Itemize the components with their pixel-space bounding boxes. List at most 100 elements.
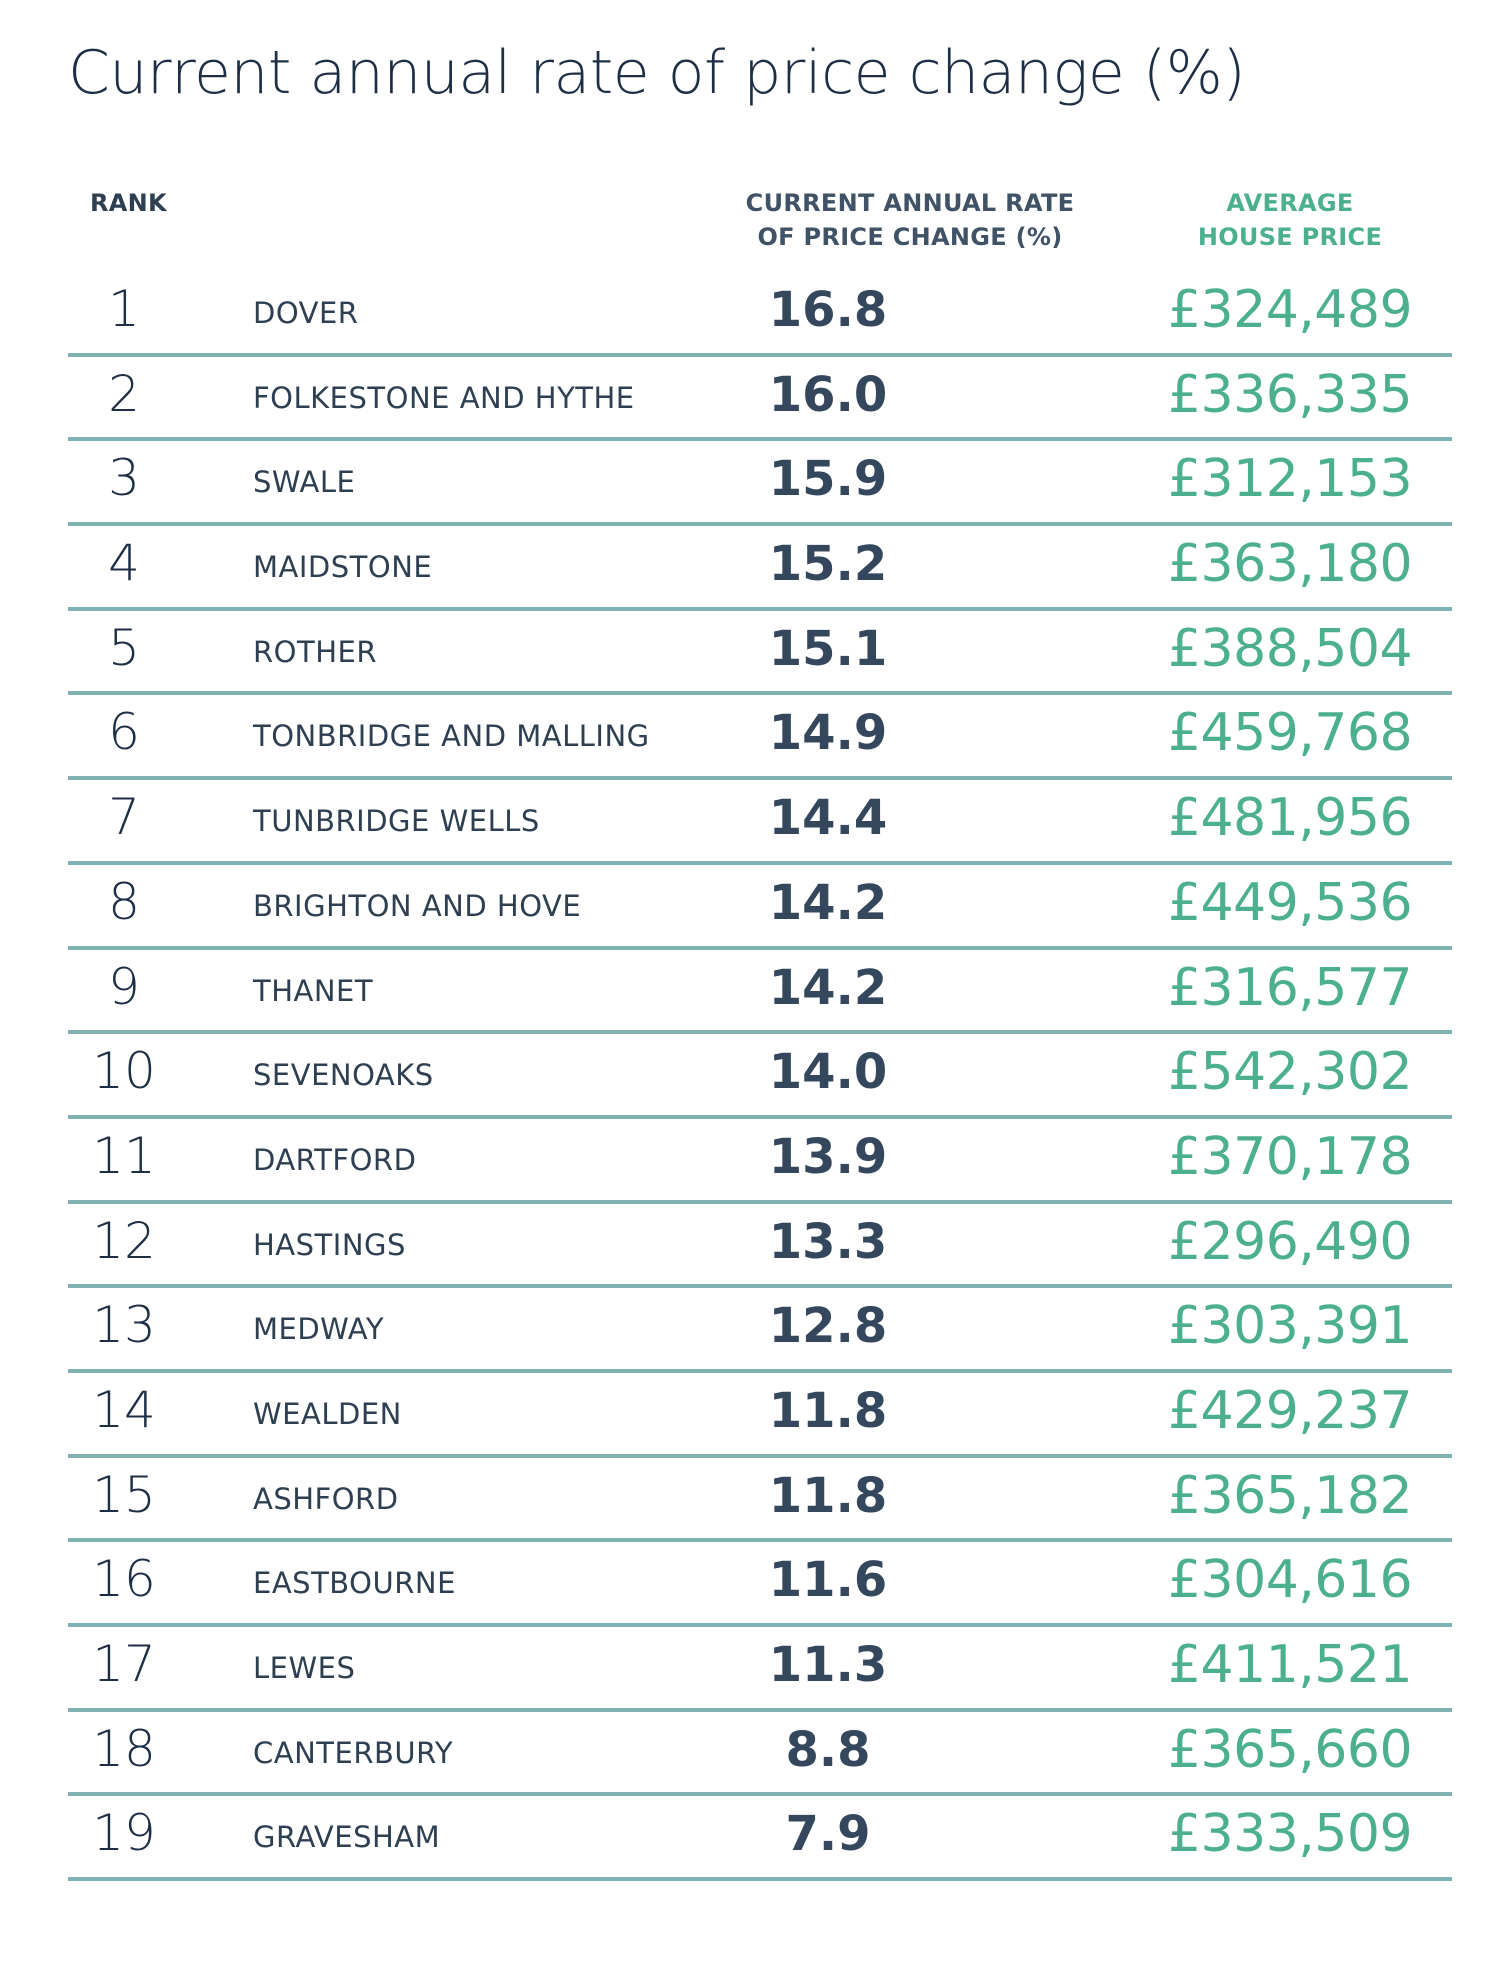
area-cell: ROTHER: [253, 634, 377, 669]
price-cell: £365,182: [1167, 1465, 1413, 1526]
area-cell: TONBRIDGE AND MALLING: [253, 719, 650, 754]
price-cell: £303,391: [1167, 1296, 1413, 1357]
rate-header-line-2: OF PRICE CHANGE (%): [757, 223, 1063, 251]
price-header-line-1: AVERAGE: [1226, 189, 1354, 217]
rate-cell: 7.9: [785, 1806, 871, 1863]
rank-cell: 10: [92, 1042, 156, 1101]
rank-cell: 5: [108, 618, 140, 677]
area-cell: SWALE: [253, 465, 356, 500]
price-cell: £429,237: [1167, 1380, 1413, 1441]
price-cell: £324,489: [1167, 280, 1413, 340]
table-row: 14 WEALDEN 11.8 £429,237: [68, 1373, 1452, 1458]
ranking-table: 1 DOVER 16.8 £324,489 2 FOLKESTONE AND H…: [68, 272, 1452, 1882]
price-cell: £542,302: [1167, 1042, 1413, 1103]
price-cell: £304,616: [1167, 1550, 1413, 1611]
rate-header-line-1: CURRENT ANNUAL RATE: [745, 189, 1075, 217]
table-row: 17 LEWES 11.3 £411,521: [68, 1627, 1452, 1712]
area-cell: WEALDEN: [253, 1396, 402, 1431]
rate-cell: 11.6: [768, 1552, 888, 1609]
table-row: 15 ASHFORD 11.8 £365,182: [68, 1458, 1452, 1543]
area-cell: HASTINGS: [253, 1227, 406, 1262]
area-cell: MEDWAY: [253, 1312, 385, 1347]
rate-cell: 13.3: [768, 1213, 888, 1270]
table-row: 19 GRAVESHAM 7.9 £333,509: [68, 1796, 1452, 1882]
price-cell: £481,956: [1167, 788, 1413, 849]
price-cell: £370,178: [1167, 1126, 1413, 1187]
area-cell: EASTBOURNE: [253, 1566, 456, 1601]
rank-cell: 14: [92, 1380, 156, 1439]
rate-cell: 15.2: [768, 536, 888, 593]
table-row: 7 TUNBRIDGE WELLS 14.4 £481,956: [68, 780, 1452, 865]
rank-cell: 13: [92, 1296, 156, 1355]
price-cell: £411,521: [1167, 1635, 1413, 1695]
area-cell: SEVENOAKS: [253, 1058, 434, 1093]
price-cell: £388,504: [1167, 618, 1413, 679]
table-row: 13 MEDWAY 12.8 £303,391: [68, 1288, 1452, 1373]
rank-cell: 17: [92, 1635, 156, 1693]
rank-cell: 7: [108, 788, 140, 847]
rate-cell: 15.9: [768, 451, 888, 508]
price-cell: £363,180: [1167, 534, 1413, 595]
price-cell: £296,490: [1167, 1211, 1413, 1272]
rate-cell: 11.8: [768, 1382, 888, 1439]
rank-cell: 9: [108, 957, 140, 1016]
table-row: 2 FOLKESTONE AND HYTHE 16.0 £336,335: [68, 357, 1452, 442]
rate-cell: 16.0: [768, 366, 888, 423]
rank-cell: 19: [92, 1804, 156, 1863]
rank-cell: 12: [92, 1211, 156, 1270]
rate-cell: 12.8: [768, 1298, 888, 1355]
rank-cell: 15: [92, 1465, 156, 1524]
table-row: 10 SEVENOAKS 14.0 £542,302: [68, 1034, 1452, 1119]
price-cell: £336,335: [1167, 364, 1413, 425]
table-row: 6 TONBRIDGE AND MALLING 14.9 £459,768: [68, 695, 1452, 781]
rank-cell: 2: [108, 364, 140, 423]
area-cell: BRIGHTON AND HOVE: [253, 888, 582, 923]
rate-cell: 8.8: [785, 1721, 871, 1778]
table-row: 12 HASTINGS 13.3 £296,490: [68, 1204, 1452, 1289]
price-cell: £449,536: [1167, 872, 1413, 933]
rate-cell: 14.2: [768, 959, 888, 1016]
area-cell: LEWES: [253, 1651, 356, 1685]
area-cell: FOLKESTONE AND HYTHE: [253, 380, 635, 415]
price-cell: £365,660: [1167, 1719, 1413, 1780]
price-cell: £459,768: [1167, 703, 1413, 764]
price-header-line-2: HOUSE PRICE: [1197, 223, 1383, 251]
rank-cell: 6: [108, 703, 140, 762]
table-row: 5 ROTHER 15.1 £388,504: [68, 611, 1452, 696]
rank-cell: 3: [108, 449, 140, 508]
rate-cell: 14.0: [768, 1044, 888, 1101]
table-row: 16 EASTBOURNE 11.6 £304,616: [68, 1542, 1452, 1627]
rate-cell: 13.9: [768, 1128, 888, 1185]
rank-cell: 16: [92, 1550, 156, 1609]
rank-column-header: RANK: [90, 189, 167, 217]
rank-cell: 8: [108, 872, 140, 931]
rank-cell: 4: [108, 534, 140, 593]
table-row: 8 BRIGHTON AND HOVE 14.2 £449,536: [68, 865, 1452, 950]
area-cell: ASHFORD: [253, 1481, 399, 1516]
rate-cell: 11.3: [768, 1637, 888, 1693]
rate-cell: 14.4: [768, 790, 888, 847]
area-cell: THANET: [253, 973, 374, 1008]
rank-cell: 1: [108, 280, 140, 338]
price-column-header: AVERAGE HOUSE PRICE: [1130, 186, 1450, 254]
price-cell: £316,577: [1167, 957, 1413, 1018]
table-row: 11 DARTFORD 13.9 £370,178: [68, 1119, 1452, 1204]
table-row: 3 SWALE 15.9 £312,153: [68, 441, 1452, 527]
rate-cell: 14.9: [768, 705, 888, 762]
rate-cell: 16.8: [768, 282, 888, 338]
page-title: Current annual rate of price change (%): [68, 38, 1246, 108]
table-row: 4 MAIDSTONE 15.2 £363,180: [68, 526, 1452, 611]
area-cell: GRAVESHAM: [253, 1820, 441, 1855]
table-row: 9 THANET 14.2 £316,577: [68, 950, 1452, 1035]
rate-cell: 15.1: [768, 620, 888, 677]
area-cell: MAIDSTONE: [253, 550, 433, 585]
price-cell: £333,509: [1167, 1804, 1413, 1865]
rate-cell: 14.2: [768, 874, 888, 931]
table-row: 1 DOVER 16.8 £324,489: [68, 272, 1452, 357]
rank-cell: 18: [92, 1719, 156, 1778]
price-cell: £312,153: [1167, 449, 1413, 510]
area-cell: TUNBRIDGE WELLS: [253, 804, 540, 839]
rate-column-header: CURRENT ANNUAL RATE OF PRICE CHANGE (%): [720, 186, 1100, 254]
rank-cell: 11: [92, 1126, 156, 1185]
area-cell: CANTERBURY: [253, 1735, 454, 1770]
